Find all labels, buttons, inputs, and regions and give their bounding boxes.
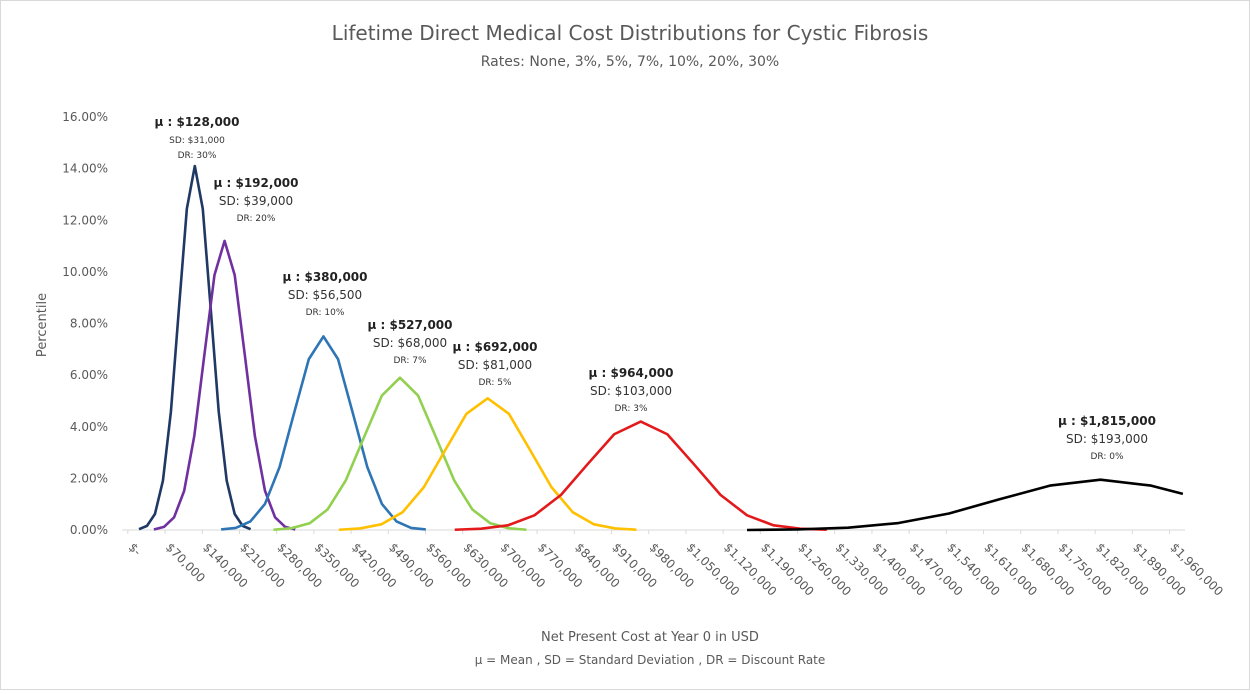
annotation-mean: μ : $964,000 [589, 366, 674, 380]
y-tick-label: 4.00% [70, 420, 108, 434]
y-tick-label: 0.00% [70, 523, 108, 537]
series-line [138, 164, 252, 531]
annotation-sd: SD: $39,000 [219, 194, 293, 208]
annotation-mean: μ : $527,000 [368, 318, 453, 332]
series-line [454, 420, 827, 532]
y-tick-label: 14.00% [62, 162, 108, 176]
annotation-mean: μ : $128,000 [155, 115, 240, 129]
y-axis-title: Percentile [35, 293, 50, 357]
annotation-sd: SD: $81,000 [458, 358, 532, 372]
annotation-dr: DR: 10% [306, 308, 345, 318]
series-line [747, 478, 1184, 532]
annotation-mean: μ : $380,000 [283, 270, 368, 284]
y-tick-label: 10.00% [62, 265, 108, 279]
chart-subtitle: Rates: None, 3%, 5%, 7%, 10%, 20%, 30% [481, 54, 779, 70]
annotation-dr: DR: 7% [393, 356, 427, 366]
annotation-sd: SD: $56,500 [288, 288, 362, 302]
annotation-mean: μ : $192,000 [214, 176, 299, 190]
annotation-dr: DR: 5% [478, 378, 512, 388]
annotation-sd: SD: $103,000 [590, 384, 672, 398]
chart-title: Lifetime Direct Medical Cost Distributio… [332, 21, 929, 45]
footnote: μ = Mean , SD = Standard Deviation , DR … [475, 653, 826, 667]
y-tick-label: 16.00% [62, 110, 108, 124]
annotation-dr: DR: 20% [237, 214, 276, 224]
annotation-mean: μ : $692,000 [453, 340, 538, 354]
annotation-sd: SD: $68,000 [373, 336, 447, 350]
y-tick-label: 6.00% [70, 368, 108, 382]
annotation-dr: DR: 30% [178, 151, 217, 161]
x-axis-title: Net Present Cost at Year 0 in USD [541, 630, 759, 645]
annotation-mean: μ : $1,815,000 [1058, 414, 1156, 428]
annotation-sd: SD: $193,000 [1066, 432, 1148, 446]
y-tick-label: 12.00% [62, 213, 108, 227]
series-line [338, 397, 637, 532]
annotation-dr: DR: 3% [614, 404, 648, 414]
annotation-sd: SD: $31,000 [169, 136, 225, 146]
series-line [273, 376, 527, 532]
series-line [220, 335, 426, 531]
y-tick-label: 2.00% [70, 471, 108, 485]
series-line [153, 239, 296, 531]
annotation-dr: DR: 0% [1090, 452, 1124, 462]
y-tick-label: 8.00% [70, 317, 108, 331]
